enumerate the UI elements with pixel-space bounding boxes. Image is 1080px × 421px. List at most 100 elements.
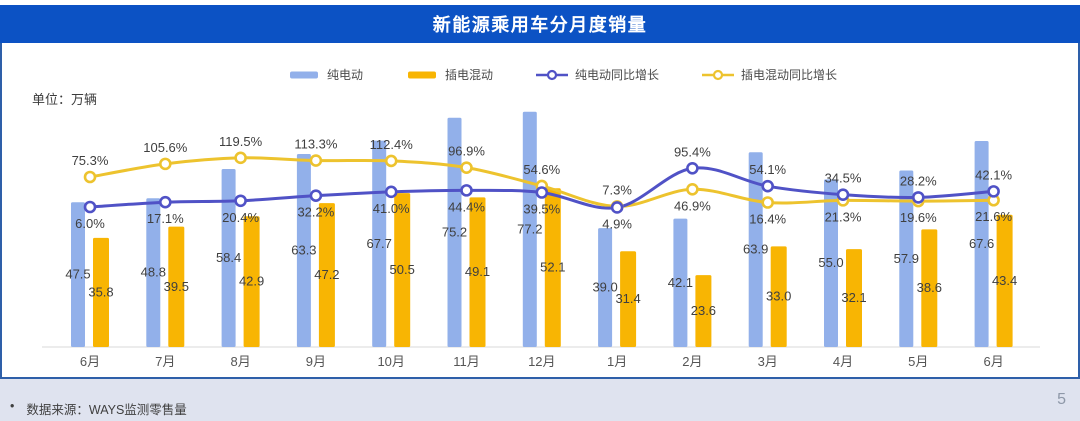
phev-bar [168,226,185,347]
month-label: 7月 [155,354,175,369]
bev-growth-label: 28.2% [900,173,937,188]
legend-item-bev-line: 纯电动同比增长 [535,66,659,83]
bev-growth-label: 95.4% [674,144,711,159]
bev-growth-label: 42.1% [975,167,1012,182]
month-label: 11月 [453,354,480,369]
chart-legend: 纯电动 插电混动 纯电动同比增长 插电混动同比增长 [2,66,1080,83]
bar-value-label: 55.0 [818,255,843,270]
bar-swatch-icon [407,71,436,78]
page-number: 5 [1057,391,1066,408]
bar-swatch-icon [289,71,318,78]
month-label: 8月 [230,354,250,369]
bar-value-label: 58.4 [216,250,241,265]
bev-growth-label: 20.4% [222,210,259,225]
data-source-note: • 数据来源：WAYS监测零售量 [10,399,187,418]
phev-line-marker [761,196,775,209]
bev-growth-label: 4.9% [602,216,632,231]
phev-growth-label: 75.3% [72,153,109,168]
bev-line-marker [384,185,398,199]
bar-value-label: 57.9 [894,251,919,266]
bev-bar [899,170,914,347]
bev-growth-label: 54.1% [749,162,786,177]
phev-bar [921,229,938,347]
chart-card: 47.5 35.8 6月 48.8 39.5 7月 58.4 42.9 8月 63.3 47.2 9月… [0,43,1080,377]
bev-line-marker [686,161,699,175]
bev-line-marker [761,179,775,193]
bev-bar [71,202,85,347]
legend-label: 插电混动同比增长 [741,68,838,82]
bev-line-marker [610,201,624,214]
bar-value-label: 67.6 [969,236,994,251]
bev-bar [673,218,688,347]
bev-growth-label: 34.5% [825,171,862,186]
month-label: 10月 [377,354,404,369]
bev-growth-label: 41.0% [373,201,410,216]
month-label: 6月 [80,354,100,369]
phev-growth-label: 54.6% [523,162,560,177]
bar-value-label: 42.1 [668,275,693,290]
month-label: 1月 [607,354,627,369]
legend-item-phev-line: 插电混动同比增长 [701,66,837,83]
bar-value-label: 47.2 [314,267,339,282]
bar-value-label: 52.1 [540,260,565,275]
phev-bar [620,251,637,347]
phev-growth-label: 112.4% [370,137,414,152]
bev-line-marker [309,189,323,202]
bev-growth-label: 44.4% [448,199,485,214]
bar-value-label: 48.8 [141,265,166,280]
month-label: 3月 [758,354,778,369]
month-label: 6月 [983,354,1003,369]
phev-line-marker [460,161,473,174]
bar-value-label: 63.3 [291,243,316,258]
legend-label: 插电混动 [444,68,493,82]
line-swatch-icon [702,69,735,80]
phev-growth-label: 96.9% [448,144,485,159]
bar-value-label: 77.2 [517,221,542,236]
phev-bar [469,197,486,347]
sales-combo-chart: 47.5 35.8 6月 48.839.5 7月 58.4 42.9 8月 63.3 47.2 9月… [42,111,1040,369]
phev-bar [996,214,1013,347]
phev-bar [318,203,335,347]
data-source-text: 数据来源：WAYS监测零售量 [26,403,187,417]
bar-value-label: 47.5 [65,267,90,282]
unit-label: 单位：万辆 [32,92,98,107]
phev-bar [93,237,109,347]
bev-line-marker [460,184,473,197]
phev-line-marker [384,154,398,168]
bev-line-marker [911,191,925,204]
line-swatch-icon [536,69,568,80]
phev-growth-label: 113.3% [294,137,338,152]
phev-line-marker [83,170,97,184]
bev-line-marker [836,188,850,201]
legend-label: 纯电动 [326,68,363,82]
month-label: 9月 [306,354,326,369]
bev-line-marker [535,186,549,199]
phev-line-marker [234,151,247,165]
bev-line-marker [987,185,1000,198]
bev-bar [146,198,161,347]
page-title: 新能源乘用车分月度销量 [432,15,648,35]
bev-bar [221,168,236,347]
bar-value-label: 43.4 [992,273,1017,288]
footer-bar: • 数据来源：WAYS监测零售量 5 [0,377,1080,421]
month-label: 4月 [833,354,853,369]
phev-growth-label: 105.6% [143,140,188,155]
bar-value-label: 42.9 [239,274,264,289]
bev-growth-label: 32.2% [297,205,334,220]
bev-line-marker [234,194,247,208]
phev-bar [846,249,862,347]
phev-bar [243,216,260,347]
phev-growth-label: 21.3% [825,209,862,224]
bar-value-label: 63.9 [743,242,768,257]
bev-line-marker [83,200,97,214]
phev-growth-label: 7.3% [602,182,632,197]
legend-item-phev-bar: 插电混动 [405,66,493,83]
bar-value-label: 33.0 [766,289,791,304]
phev-line-marker [686,182,699,196]
phev-growth-label: 19.6% [900,210,937,225]
phev-growth-label: 119.5% [219,134,263,149]
bullet-icon: • [10,399,15,413]
phev-bar [695,275,712,347]
bar-value-label: 49.1 [465,264,490,279]
